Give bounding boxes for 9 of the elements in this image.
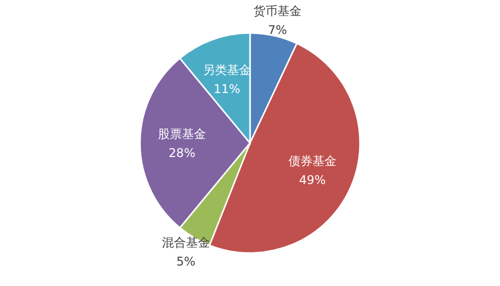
data-label: 28% bbox=[168, 146, 196, 160]
data-label: 7% bbox=[268, 23, 288, 38]
slice-label: 另类基金 bbox=[202, 63, 251, 78]
data-label: 5% bbox=[176, 254, 196, 268]
data-label: 11% bbox=[214, 82, 240, 96]
slice-label: 股票基金 bbox=[158, 127, 206, 141]
data-label: 49% bbox=[299, 173, 326, 188]
slice-label: 货币基金 bbox=[253, 4, 302, 18]
slice-label: 债券基金 bbox=[288, 154, 336, 168]
